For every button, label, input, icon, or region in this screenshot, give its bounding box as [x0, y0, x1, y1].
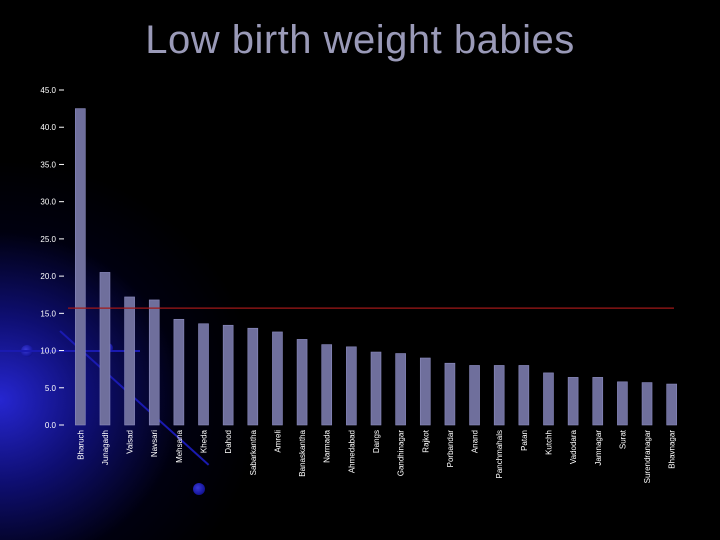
bar [666, 383, 677, 426]
x-tick-label: Jamnagar [594, 430, 603, 466]
bar [296, 339, 308, 426]
x-tick-label: Surat [618, 429, 627, 449]
x-tick-label: Mehsana [175, 429, 184, 462]
x-tick-label: Navsari [150, 430, 159, 457]
y-tick-label: 40.0 [40, 123, 56, 132]
y-tick-label: 30.0 [40, 198, 56, 207]
bar [370, 351, 382, 426]
x-tick-label: Valsad [126, 430, 135, 454]
x-tick-label: Sabarkantha [249, 429, 258, 475]
y-tick-label: 5.0 [45, 384, 57, 393]
bar [617, 381, 628, 426]
x-tick-label: Vadodara [569, 429, 578, 464]
bar [518, 365, 530, 426]
x-tick-label: Kutchh [544, 430, 553, 455]
x-tick-label: Surendranagar [643, 430, 652, 484]
x-tick-label: Narmada [323, 429, 332, 462]
x-tick-label: Gandhinagar [397, 430, 406, 477]
bar [75, 108, 86, 426]
bar [346, 346, 357, 426]
bar [592, 377, 604, 426]
x-tick-label: Porbandar [446, 430, 455, 468]
decorative-line [0, 350, 140, 352]
y-tick-label: 45.0 [40, 86, 56, 95]
x-tick-label: Panchmahals [495, 430, 504, 478]
x-tick-label: Dahod [224, 430, 233, 454]
y-axis: 0.0 5.0 10.0 15.0 20.0 25.0 30.0 35.0 40.0 45.0 [40, 86, 64, 430]
x-tick-label: Dangs [372, 430, 381, 453]
bar [247, 327, 259, 426]
y-tick-label: 0.0 [45, 421, 57, 430]
x-tick-label: Patan [520, 430, 529, 451]
x-tick-label: Anand [471, 430, 480, 453]
bar [198, 323, 209, 426]
x-tick-label: Ahmedabad [347, 430, 356, 473]
y-tick-label: 35.0 [40, 160, 56, 169]
y-tick-label: 10.0 [40, 347, 56, 356]
x-tick-label: Kheda [200, 429, 209, 453]
bar-series [75, 108, 677, 426]
x-tick-label: Bhavnagar [668, 430, 677, 469]
x-axis-labels: Bharuch Junagadh Valsad Navsari Mehsana Kheda… [76, 429, 676, 483]
y-tick-label: 25.0 [40, 235, 56, 244]
bar [469, 365, 480, 426]
x-tick-label: Amreli [273, 430, 282, 453]
bar [419, 357, 431, 426]
chart-title: Low birth weight babies [145, 18, 575, 62]
bar [641, 382, 653, 426]
x-tick-label: Bharuch [76, 430, 85, 460]
bar [543, 372, 554, 426]
bar [444, 362, 456, 426]
x-tick-label: Banaskantha [298, 429, 307, 476]
x-tick-label: Rajkot [421, 429, 430, 452]
y-tick-label: 15.0 [40, 309, 56, 318]
bar [99, 272, 111, 426]
bar [272, 331, 283, 426]
bar [148, 299, 160, 426]
bar [124, 296, 135, 426]
bar [321, 344, 333, 426]
x-tick-label: Junagadh [101, 430, 110, 465]
bar [567, 377, 579, 426]
y-tick-label: 20.0 [40, 272, 56, 281]
bar [222, 324, 234, 426]
decorative-orb [193, 483, 205, 495]
bar [395, 353, 406, 426]
bar [493, 365, 505, 426]
bar [173, 318, 185, 426]
